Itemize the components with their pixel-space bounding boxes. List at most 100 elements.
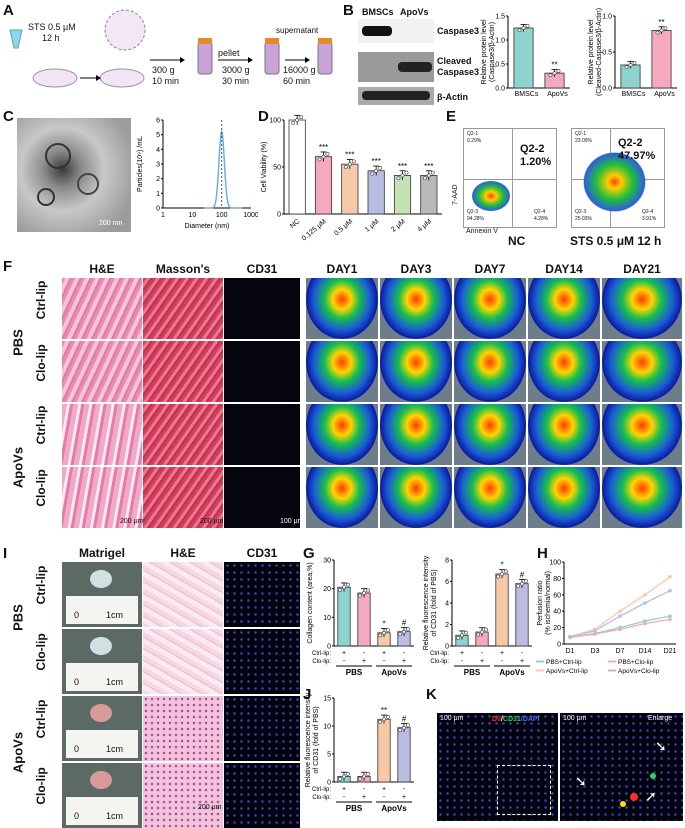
ruler: 0 1cm (66, 596, 138, 624)
matrigel-photo: 0 1cm (62, 763, 142, 828)
nc-q24-value: 4.28% (534, 216, 549, 222)
tube-icon-1 (197, 41, 213, 75)
y-tick-label: 0 (327, 780, 331, 787)
sts-conc: STS 0.5 μM (28, 22, 76, 32)
histology-image (143, 696, 223, 761)
laser-doppler-image (380, 467, 452, 528)
ruler-cm: 1cm (106, 744, 124, 754)
group-label: ApoVs (499, 668, 525, 677)
data-point (343, 165, 348, 169)
significance-label: *** (371, 157, 380, 166)
sts-q22: Q2-2 (618, 137, 643, 149)
series-point (643, 601, 647, 605)
group-label: ApoVs (381, 804, 407, 813)
clo-sign: - (343, 794, 346, 801)
data-point (325, 151, 330, 156)
data-point (500, 572, 504, 576)
y-axis-label-2: of CD31 (fold of PBS) (313, 706, 320, 773)
y-tick-label: 6 (445, 579, 449, 586)
x-tick-label: 1 (161, 212, 165, 219)
tube-icon-2 (264, 41, 280, 75)
panel-label-j: J (303, 686, 312, 703)
data-point (291, 120, 296, 125)
y-tick-label: 2 (156, 176, 160, 183)
y-axis-label: Relative fluorescence intensity (305, 692, 312, 787)
y-tick-label: 0.5 (602, 50, 612, 57)
histology-image (143, 278, 223, 339)
k-scale-1: 100 μm (440, 715, 464, 722)
y-tick-label: 1.0 (602, 14, 612, 21)
data-point (382, 717, 386, 722)
bar (337, 586, 351, 647)
ruler-zero: 0 (74, 677, 80, 687)
ctrl-sign: + (342, 650, 346, 657)
data-point (480, 630, 484, 634)
ruler-zero: 0 (74, 811, 80, 821)
data-point (346, 582, 350, 587)
data-point (476, 632, 480, 637)
data-point (378, 166, 383, 170)
y-axis-label-2: (% ischemia/normal) (545, 571, 552, 635)
f-scale-1: 200 μm (120, 518, 144, 525)
f-row-2: Clo-lip (34, 344, 48, 382)
x-tick-label: D21 (664, 648, 677, 655)
data-point (426, 173, 431, 178)
x-tick-label: BMSCs (622, 91, 646, 98)
f-header: CD31 (246, 262, 278, 276)
nc-q23-value: 94.28% (467, 216, 484, 222)
data-point (351, 159, 356, 164)
f-header: Masson's (155, 262, 211, 276)
f-row-1: Ctrl-lip (34, 280, 48, 320)
k-title-dil: Dil (492, 716, 501, 723)
clo-sign: + (520, 658, 524, 665)
y-tick-label: 10 (323, 724, 331, 731)
workflow-diagram: STS 0.5 μM 12 h 300 g 10 min pellet 3000… (0, 0, 345, 105)
data-point (504, 569, 508, 574)
y-tick-label: 20 (323, 586, 331, 593)
data-point (366, 588, 370, 593)
histology-image (62, 278, 142, 339)
data-point (398, 632, 402, 637)
data-point (422, 176, 427, 181)
blot-label-caspase3: Caspase3 (437, 26, 480, 36)
tube-cap-1 (198, 38, 212, 44)
legend-label: PBS+Ctrl-lip (546, 659, 582, 666)
clo-row-label: Clo-lip: (430, 659, 449, 665)
data-point (548, 73, 553, 78)
data-point (659, 28, 664, 33)
clo-sign: + (362, 794, 366, 801)
ctrl-sign: - (403, 786, 406, 793)
data-point (342, 585, 346, 590)
y-tick-label: 40 (553, 609, 561, 616)
data-point (556, 69, 561, 73)
dish-icon-2 (99, 68, 145, 88)
laser-doppler-image (528, 341, 600, 402)
laser-doppler-image (602, 404, 682, 465)
significance-label: *** (398, 162, 407, 171)
ctrl-sign: - (363, 650, 366, 657)
flow-xlabel: Annexin V (466, 228, 498, 235)
cd31-image (224, 763, 300, 828)
step2-time: 30 min (222, 76, 250, 86)
cell-zoom-icon (104, 9, 146, 51)
y-axis-label: Relative protein level (481, 19, 488, 84)
data-point (406, 627, 410, 631)
sts-q24: Q2-4 (642, 209, 654, 215)
histology-image (143, 404, 223, 465)
blot-band-caspase3 (358, 19, 434, 43)
significance-label: * (500, 561, 503, 570)
data-point (386, 714, 390, 719)
ctrl-sign: + (500, 650, 504, 657)
histology-image (143, 629, 223, 694)
y-axis-label-2: of CD31 (fold of PBS) (431, 569, 438, 636)
sts-q21-value: 23.09% (575, 138, 592, 144)
k-scale-2: 100 μm (563, 715, 587, 722)
data-point (552, 71, 557, 76)
cd31-image (224, 562, 300, 627)
arrow-icon-2: ➚ (645, 788, 657, 804)
k-enlarge-label: Enlarge (648, 715, 673, 722)
step3-time: 60 min (283, 76, 311, 86)
bar (377, 718, 391, 783)
